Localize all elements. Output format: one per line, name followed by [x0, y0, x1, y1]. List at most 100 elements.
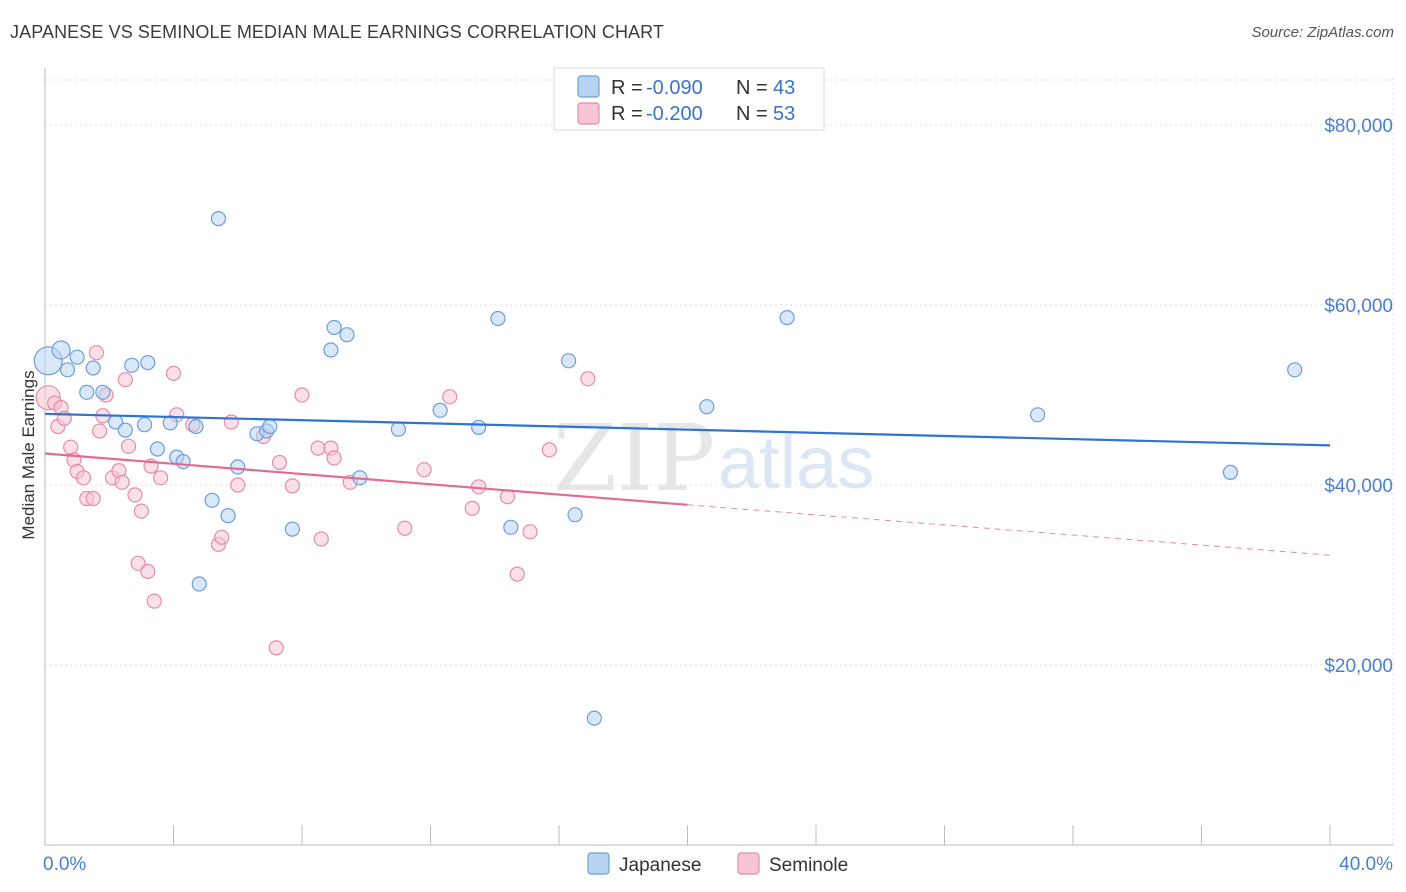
legend-r-value-japanese: -0.090 — [646, 77, 703, 99]
seminole-point — [130, 555, 146, 571]
japanese-point — [140, 355, 156, 371]
japanese-point — [79, 384, 95, 400]
seminole-point — [88, 345, 105, 361]
y-tick-label: $60,000 — [1324, 296, 1393, 317]
legend-r-label-seminole: R = — [611, 103, 643, 125]
y-tick-label: $20,000 — [1324, 656, 1393, 677]
seminole-point — [271, 454, 288, 471]
japanese-point — [175, 454, 191, 470]
seminole-point — [133, 503, 149, 519]
x-tick-label-end: 40.0% — [1339, 854, 1393, 875]
japanese-point — [262, 418, 278, 435]
japanese-point — [390, 421, 406, 437]
seminole-point — [294, 387, 310, 403]
legend-n-value-seminole: 53 — [773, 103, 795, 125]
seminole-point — [120, 438, 137, 454]
japanese-point — [326, 319, 342, 336]
bottom-legend-label-seminole: Seminole — [769, 855, 848, 876]
legend-n-label-japanese: N = — [736, 77, 768, 99]
japanese-point — [95, 384, 111, 400]
x-tick-label-start: 0.0% — [43, 854, 86, 875]
seminole-point — [326, 450, 342, 466]
legend-swatch-japanese — [577, 75, 600, 98]
seminole-point — [146, 593, 162, 609]
japanese-point — [490, 310, 506, 327]
seminole-point — [522, 524, 538, 540]
japanese-point — [1287, 362, 1303, 378]
japanese-points — [33, 211, 1303, 726]
japanese-point — [432, 402, 448, 418]
japanese-point — [586, 710, 602, 726]
bottom-legend-swatch-japanese — [587, 852, 610, 875]
watermark: ZIP atlas — [553, 405, 874, 512]
seminole-point — [140, 563, 156, 580]
seminole-point — [153, 470, 169, 486]
japanese-point — [204, 492, 220, 508]
japanese-trendline — [44, 412, 1331, 447]
japanese-point — [69, 349, 85, 365]
seminole-point — [313, 531, 329, 547]
legend-n-label-seminole: N = — [736, 103, 768, 125]
japanese-point — [136, 417, 153, 433]
seminole-point — [230, 477, 246, 493]
japanese-point — [339, 327, 355, 343]
seminole-point — [223, 414, 239, 430]
japanese-point — [149, 441, 166, 457]
seminole-point — [127, 487, 143, 503]
seminole-trendline-extension — [687, 504, 1331, 556]
seminole-point — [92, 423, 108, 439]
legend-n-value-japanese: 43 — [773, 77, 795, 99]
seminole-point — [541, 442, 557, 458]
seminole-point — [442, 389, 458, 405]
watermark-zip: ZIP — [553, 405, 715, 512]
seminole-point — [284, 478, 300, 494]
japanese-point — [561, 353, 577, 369]
legend-r-value-seminole: -0.200 — [646, 103, 703, 125]
japanese-point — [191, 576, 207, 592]
japanese-point — [1222, 464, 1239, 480]
seminole-point — [214, 529, 230, 545]
japanese-point — [59, 362, 76, 378]
axes — [44, 68, 1393, 846]
seminole-point — [114, 474, 130, 490]
seminole-point — [397, 520, 413, 536]
japanese-point — [85, 360, 101, 376]
chart-title: JAPANESE VS SEMINOLE MEDIAN MALE EARNING… — [10, 22, 665, 42]
japanese-point — [51, 340, 71, 360]
japanese-point — [284, 521, 300, 537]
trendlines — [44, 412, 1331, 556]
seminole-point — [85, 490, 101, 507]
seminole-point — [63, 439, 79, 455]
seminole-point — [117, 372, 133, 388]
seminole-point — [509, 566, 525, 582]
japanese-point — [503, 519, 519, 535]
japanese-point — [699, 399, 715, 415]
legend-r-label-japanese: R = — [611, 77, 643, 99]
correlation-legend: R = -0.090 N = 43 R = -0.200 N = 53 — [553, 67, 825, 131]
seminole-point — [268, 640, 284, 656]
y-tick-label: $80,000 — [1324, 116, 1393, 137]
source-label: Source: ZipAtlas.com — [1251, 24, 1394, 41]
seminole-point — [416, 462, 432, 478]
japanese-point — [210, 211, 227, 227]
seminole-point — [464, 500, 480, 516]
seminole-point — [580, 371, 596, 387]
japanese-point — [124, 357, 140, 373]
seminole-trendline — [44, 452, 688, 506]
series-legend: Japanese Seminole — [587, 852, 848, 876]
japanese-point — [230, 459, 246, 475]
japanese-point — [471, 419, 487, 435]
seminole-points — [35, 345, 596, 656]
seminole-point — [310, 440, 326, 456]
japanese-point — [220, 507, 236, 524]
seminole-point — [165, 365, 182, 381]
japanese-point — [779, 310, 795, 326]
y-tick-label: $40,000 — [1324, 476, 1393, 497]
japanese-point — [117, 422, 133, 438]
japanese-point — [1030, 407, 1046, 423]
japanese-point — [323, 342, 339, 358]
y-axis-label: Median Male Earnings — [19, 370, 38, 539]
legend-swatch-seminole — [577, 102, 600, 125]
japanese-point — [567, 507, 583, 523]
